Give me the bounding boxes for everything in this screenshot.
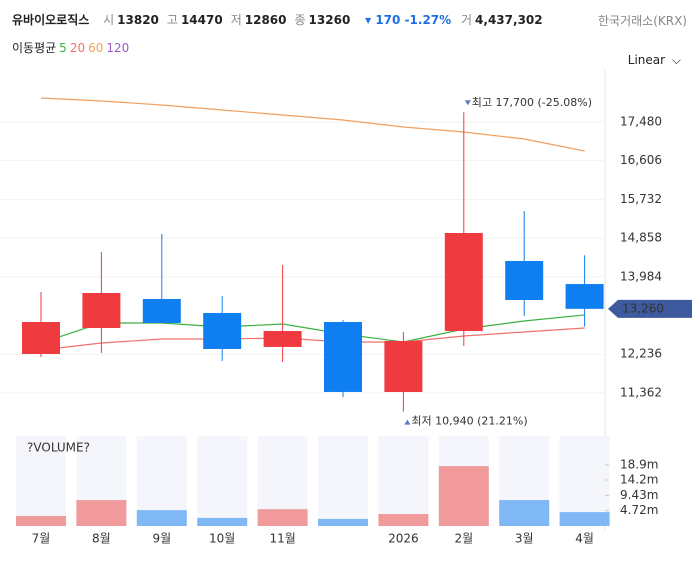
volume-bar — [136, 510, 187, 526]
y-tick-label: 17,480 — [620, 114, 662, 128]
volume-tick-label: 18.9m — [620, 457, 658, 471]
ohlc-label: 고 — [166, 13, 178, 27]
y-tick-label: 12,236 — [620, 347, 662, 361]
annotation: 최고 17,700 (-25.08%) — [472, 96, 592, 109]
candle-body — [505, 260, 544, 300]
candle-body — [444, 232, 483, 331]
ohlc-label: 저 — [230, 13, 242, 27]
volume-column — [136, 436, 187, 526]
candle-body — [384, 340, 423, 392]
header: 유바이오로직스 시 13820 고 14470 저 12860 종 13260 ▾ 170 -… — [12, 11, 543, 28]
change-text: 170 -1.27% — [375, 13, 452, 27]
volume-bar — [197, 517, 248, 526]
ma-line — [40, 97, 585, 152]
current-price-tag — [608, 299, 692, 318]
y-tick-label: 13,984 — [620, 269, 662, 283]
volume-bar — [559, 512, 610, 526]
y-tick-label: 14,858 — [620, 231, 662, 245]
volume-tick-label: 9.43m — [620, 488, 658, 502]
volume-bar — [378, 514, 429, 526]
scale-select[interactable]: Linear ⌵ — [627, 53, 681, 67]
candle-body — [324, 322, 362, 392]
scale-text[interactable]: Linear — [627, 53, 666, 67]
volume-title: ?VOLUME? — [27, 441, 90, 455]
volume-bar — [257, 509, 308, 526]
volume-column — [438, 436, 489, 526]
volume-column — [318, 436, 368, 526]
y-tick-label: 15,732 — [620, 192, 662, 206]
y-tick-label: 11,362 — [620, 385, 662, 399]
volume-column — [257, 436, 308, 526]
current-price: 13,260 — [622, 301, 664, 315]
annotation-marker — [404, 419, 411, 425]
stock-name: 유바이오로직스 — [12, 13, 90, 27]
volume-column — [197, 436, 248, 526]
candle-body — [565, 284, 604, 309]
candle-body — [263, 330, 302, 347]
volume-column — [76, 436, 127, 526]
volume-column — [559, 436, 610, 526]
volume-column — [16, 436, 66, 526]
ohlc-label: 종 — [294, 13, 306, 27]
volume-bar — [499, 500, 550, 526]
ohlc-value: 14470 — [180, 13, 223, 27]
ma-line — [40, 314, 585, 344]
candle-body — [142, 298, 181, 323]
x-tick-label: 2월 — [454, 532, 473, 546]
ohlc-value: 13820 — [117, 13, 159, 27]
volume-value: 4,437,302 — [475, 13, 543, 27]
volume-bar — [438, 466, 489, 526]
candle-body — [203, 312, 242, 349]
ohlc-value: 13260 — [308, 13, 351, 27]
x-tick-label: 4월 — [575, 532, 594, 546]
legend-item: 20 — [69, 41, 86, 55]
annotation-marker — [464, 100, 471, 106]
ma-line — [40, 327, 585, 351]
annotation: 최저 10,940 (21.21%) — [411, 415, 527, 428]
ma-legend: 이동평균 5 20 60 120 — [12, 39, 132, 56]
volume-tick-label: 14.2m — [620, 473, 658, 487]
y-tick-label: 16,606 — [620, 153, 662, 167]
exchange: 한국거래소(KRX) — [598, 14, 687, 28]
ohlc-label: 시 — [103, 13, 115, 27]
legend-item: 60 — [88, 41, 104, 55]
candle-body — [22, 322, 60, 354]
x-tick-label: 9월 — [152, 532, 171, 546]
volume-label: 거 — [461, 13, 473, 27]
ohlc: 시 13820 고 14470 저 12860 종 13260 — [103, 13, 358, 27]
x-tick-label: 8월 — [92, 532, 111, 546]
x-tick-label: 11월 — [269, 532, 295, 546]
x-tick-label: 2026 — [388, 532, 419, 546]
legend-item: 120 — [106, 41, 130, 55]
ohlc-value: 12860 — [244, 13, 287, 27]
volume-column — [499, 436, 550, 526]
x-tick-label: 3월 — [515, 532, 534, 546]
volume-bar — [318, 518, 368, 526]
candle-body — [82, 292, 121, 328]
x-tick-label: 7월 — [32, 532, 51, 546]
volume-tick-label: 4.72m — [620, 503, 658, 517]
x-tick-label: 10월 — [209, 532, 235, 546]
ma-label: 이동평균 — [12, 41, 57, 55]
volume-bar — [16, 516, 66, 526]
change: ▾ 170 -1.27% — [365, 13, 452, 27]
legend-item: 5 — [59, 41, 67, 55]
volume-bar — [76, 500, 127, 526]
volume-column — [378, 436, 429, 526]
